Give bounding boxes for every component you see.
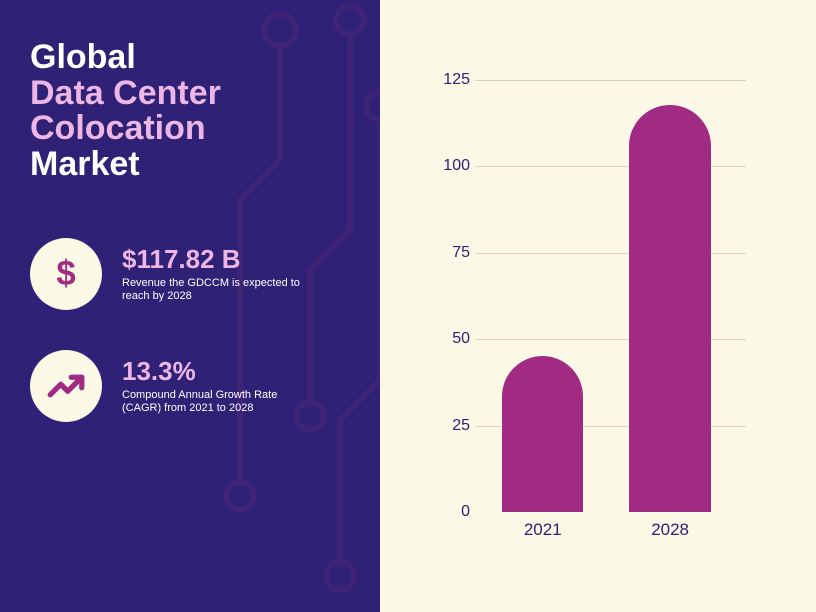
right-panel: Revenue in billions of U.S. dollars 0255… [380,0,816,612]
dollar-icon: $ [30,238,102,310]
title-line-3: Colocation [30,111,350,147]
bar-chart: Revenue in billions of U.S. dollars 0255… [430,60,746,552]
title-line-1: Global [30,40,350,76]
gridline [475,80,746,81]
title-line-2: Data Center [30,76,350,112]
stat-cagr-desc: Compound Annual Growth Rate (CAGR) from … [122,389,312,417]
title-block: Global Data Center Colocation Market [30,40,350,183]
bar-2021 [502,356,583,512]
stat-revenue-value: $117.82 B [122,244,350,275]
x-label-2021: 2021 [524,520,562,540]
y-tick-label: 50 [435,330,470,348]
stat-revenue-text: $117.82 B Revenue the GDCCM is expected … [122,244,350,305]
y-tick-label: 100 [435,157,470,175]
stat-revenue: $ $117.82 B Revenue the GDCCM is expecte… [30,238,350,310]
chart-plot: 025507510012520212028 [475,80,746,512]
bar-2028 [629,105,710,512]
stat-cagr-value: 13.3% [122,356,350,387]
svg-text:$: $ [56,255,75,293]
y-tick-label: 75 [435,244,470,262]
y-tick-label: 0 [435,503,470,521]
trend-up-icon [30,350,102,422]
stat-cagr-text: 13.3% Compound Annual Growth Rate (CAGR)… [122,356,350,417]
stat-cagr: 13.3% Compound Annual Growth Rate (CAGR)… [30,350,350,422]
left-panel: Global Data Center Colocation Market $ $… [0,0,380,612]
y-tick-label: 25 [435,417,470,435]
stat-revenue-desc: Revenue the GDCCM is expected to reach b… [122,277,312,305]
x-label-2028: 2028 [651,520,689,540]
y-tick-label: 125 [435,71,470,89]
title-line-4: Market [30,147,350,183]
